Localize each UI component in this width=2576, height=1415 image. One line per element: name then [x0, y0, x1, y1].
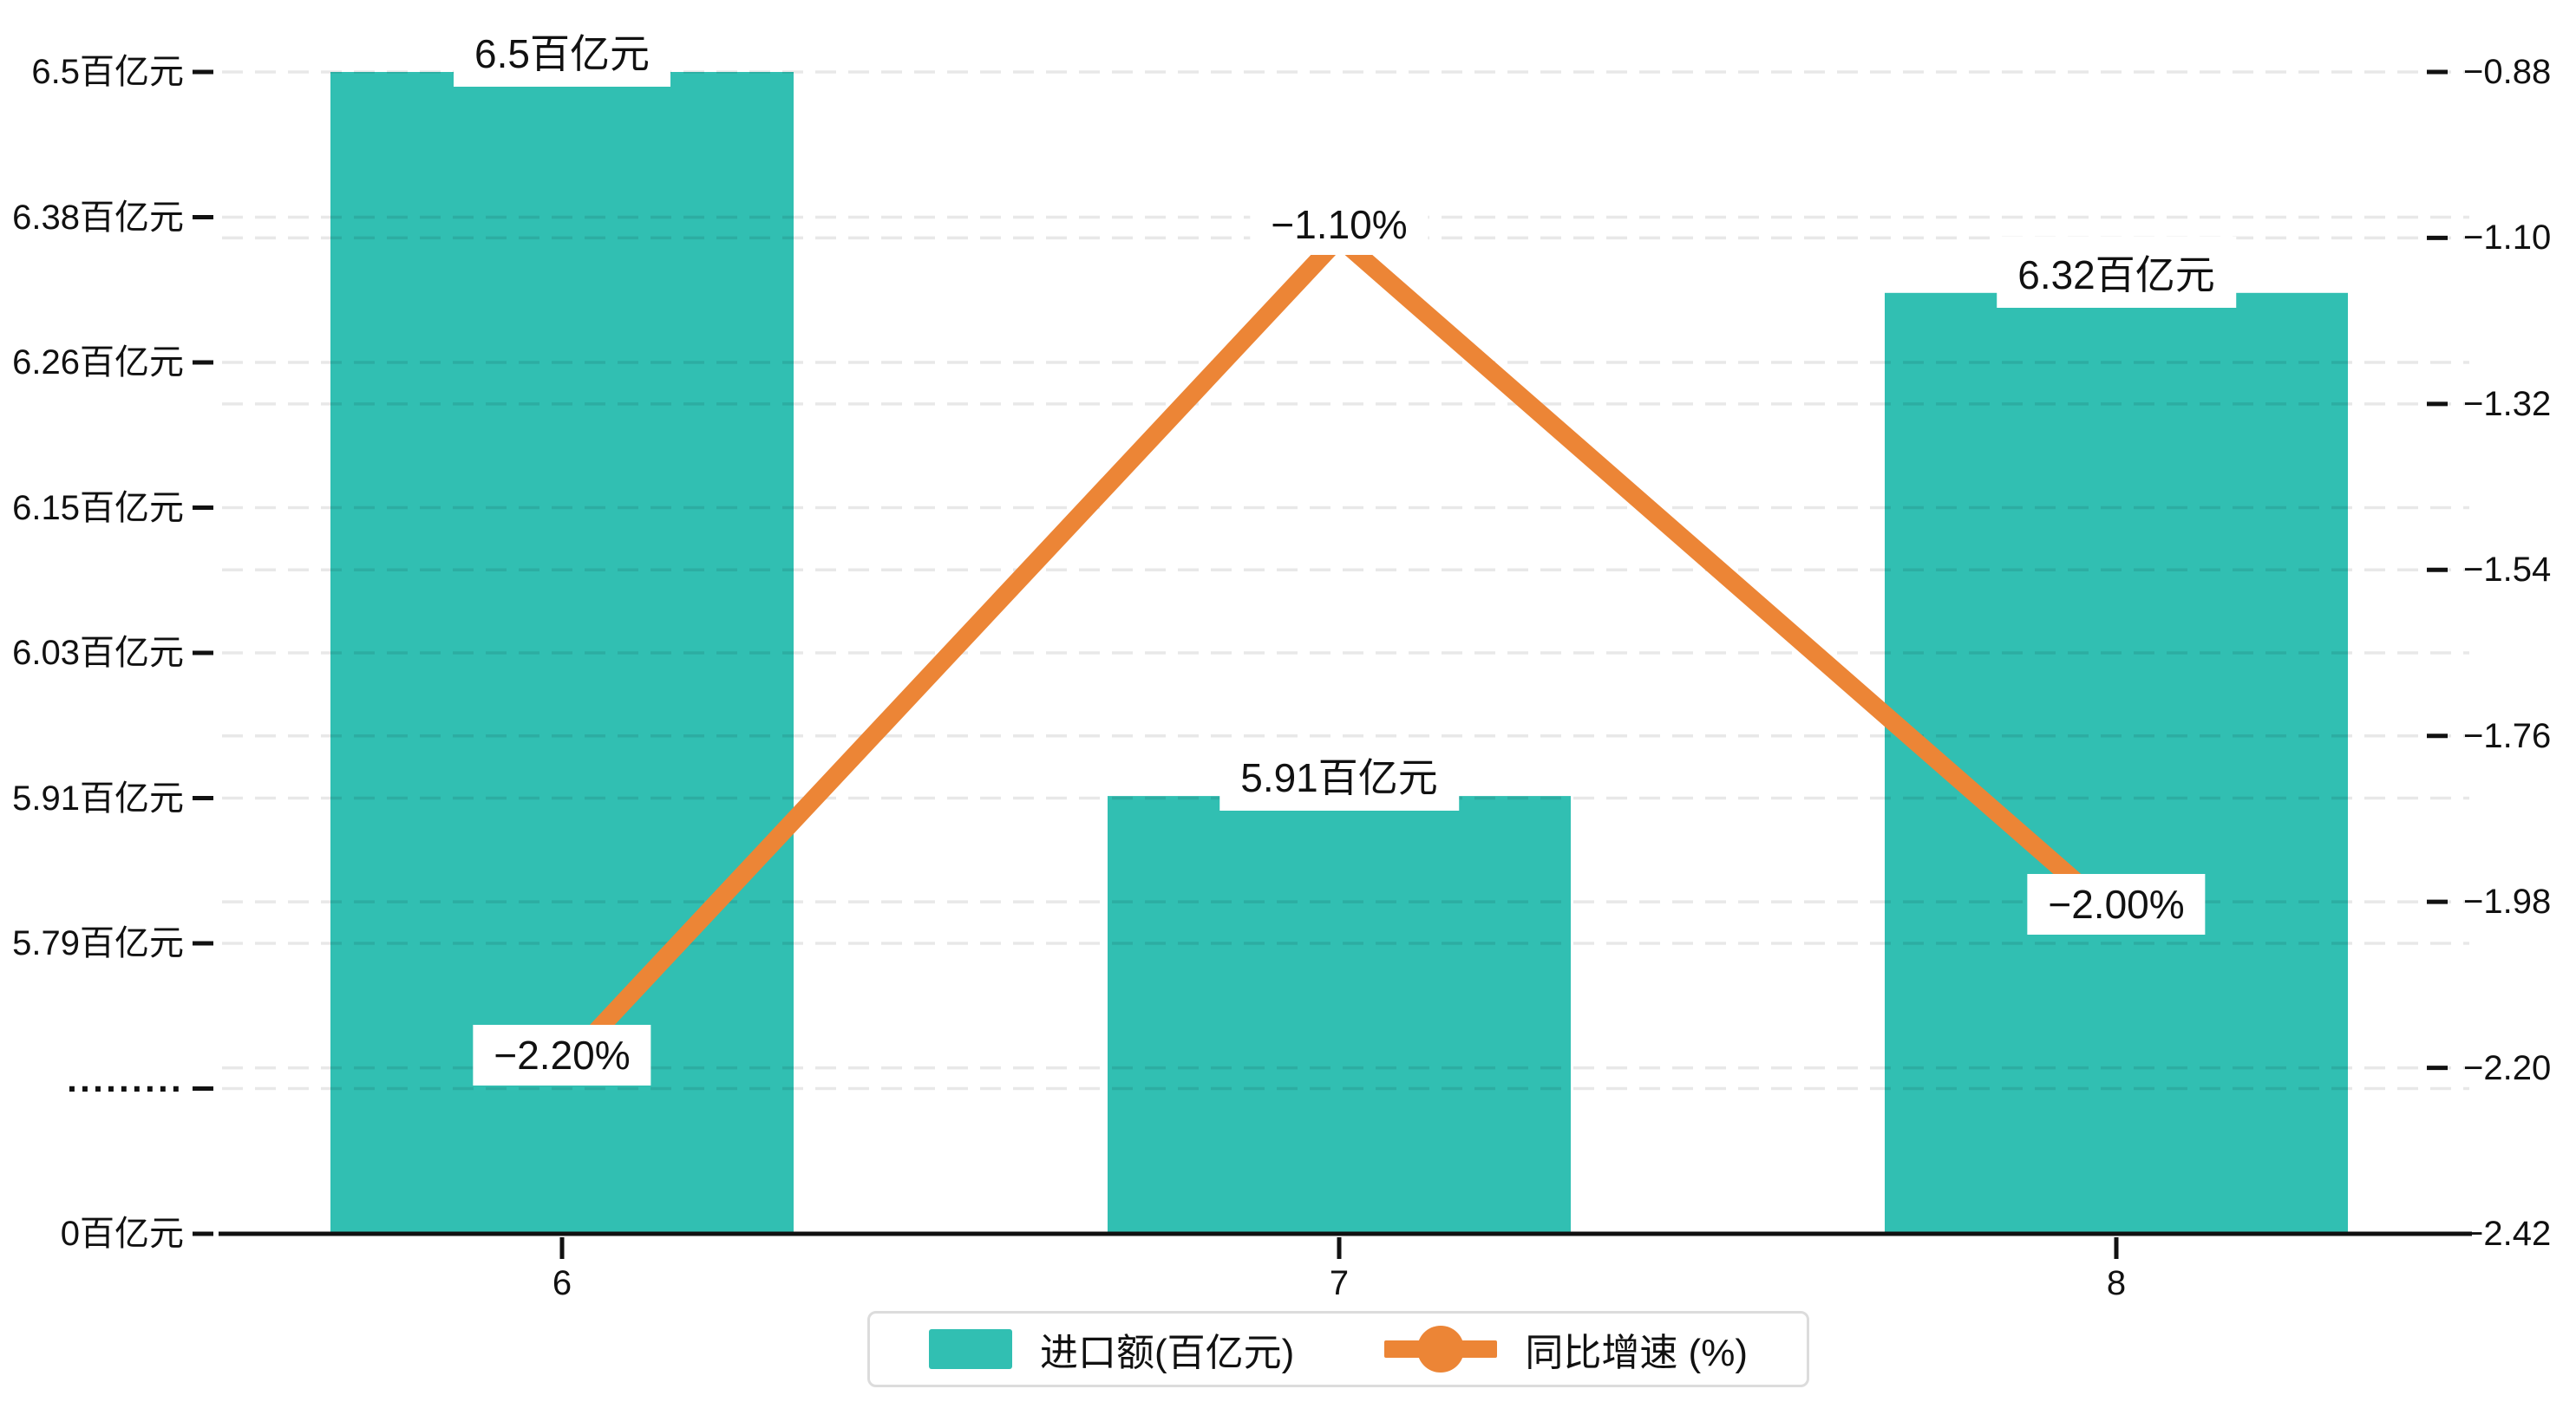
left-axis-tick-label: 6.15百亿元 — [12, 488, 184, 527]
bar-value-label: 6.5百亿元 — [454, 16, 670, 87]
left-axis-tick-label: ········· — [67, 1067, 184, 1109]
bar-month-7[interactable] — [1108, 796, 1571, 1234]
x-axis-tick-label: 8 — [2106, 1264, 2127, 1302]
growth-value-label: −2.00% — [2027, 873, 2206, 935]
line-series-marker-icon — [1384, 1326, 1498, 1373]
right-axis-tick-label: −1.98 — [2463, 883, 2552, 922]
bar-value-label: 5.91百亿元 — [1219, 740, 1459, 812]
growth-value-label: −2.20% — [473, 1024, 651, 1086]
left-axis-tick-label: 6.03百亿元 — [12, 634, 184, 672]
bar-series-swatch-icon — [929, 1329, 1013, 1369]
x-axis-tick-label: 6 — [552, 1264, 572, 1302]
left-axis-tick-label: 6.38百亿元 — [12, 198, 184, 237]
right-axis-tick-label: −2.42 — [2463, 1215, 2552, 1253]
right-axis-tick-label: −1.32 — [2463, 384, 2552, 423]
legend-label-yoy-growth: 同比增速 (%) — [1525, 1332, 1748, 1374]
legend: 进口额(百亿元) 同比增速 (%) — [867, 1311, 1809, 1387]
right-axis-tick-label: −1.10 — [2463, 218, 2552, 258]
right-axis-tick-label: −0.88 — [2463, 53, 2552, 91]
growth-value-label: −1.10% — [1250, 194, 1429, 256]
left-axis-tick-label: 5.91百亿元 — [12, 779, 184, 818]
legend-item-yoy-growth[interactable]: 同比增速 (%) — [1384, 1321, 1748, 1377]
bar-value-label: 6.32百亿元 — [1997, 236, 2236, 308]
bar-month-8[interactable] — [1885, 292, 2348, 1234]
x-axis-tick-label: 7 — [1329, 1264, 1350, 1302]
left-axis-tick-label: 0百亿元 — [60, 1215, 184, 1253]
right-axis-tick-label: −1.76 — [2463, 716, 2552, 755]
right-axis-tick-label: −1.54 — [2463, 551, 2552, 590]
right-axis-tick-label: −2.20 — [2463, 1048, 2552, 1087]
left-axis-tick-label: 6.26百亿元 — [12, 343, 184, 381]
legend-item-import-value[interactable]: 进口额(百亿元) — [929, 1321, 1294, 1377]
left-axis-tick-label: 6.5百亿元 — [31, 53, 184, 91]
left-axis-tick-label: 5.79百亿元 — [12, 924, 184, 962]
legend-label-import-value: 进口额(百亿元) — [1040, 1332, 1295, 1374]
